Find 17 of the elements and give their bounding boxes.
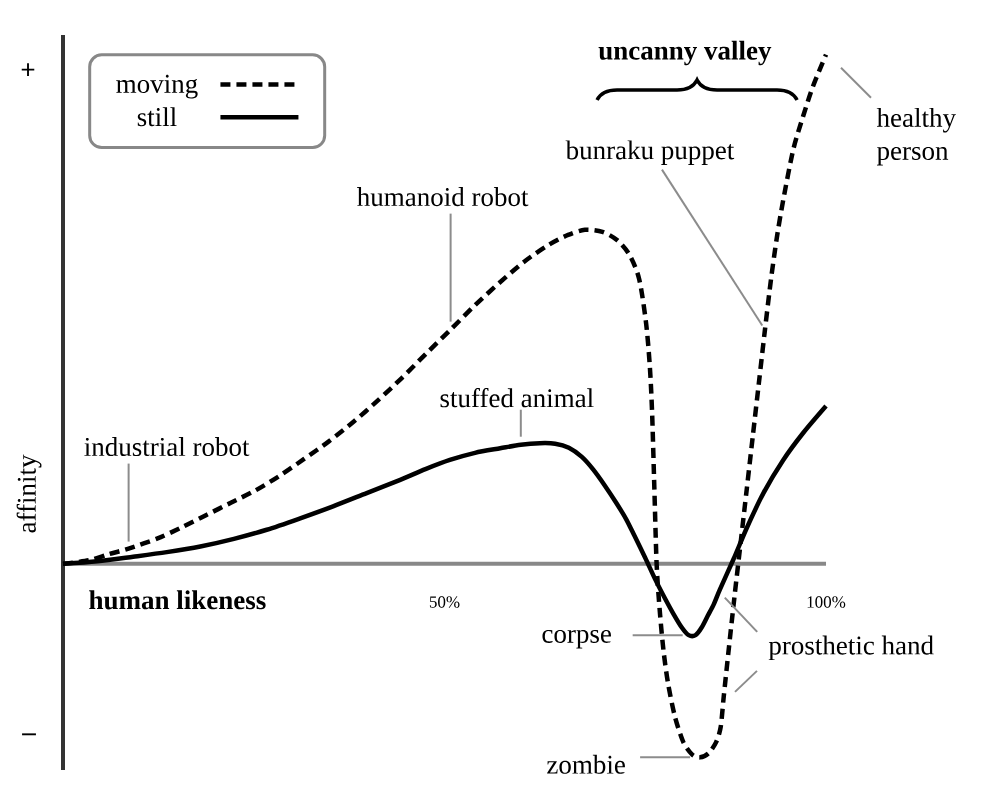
x-tick-label: 50% [429,596,460,608]
y-axis-title: affinity [16,454,42,533]
annotation: prosthetic hand [768,635,934,661]
legend-label: still [137,107,177,127]
annotation: industrial robot [84,437,250,457]
annotation: stuffed animal [440,388,594,408]
text: – [22,733,36,736]
annotation: zombie [547,754,625,774]
legend-label: moving [116,74,198,99]
text: + [21,63,35,76]
x-axis-title: human likeness [89,590,266,610]
annotation: healthy person [876,107,956,166]
x-tick-label: 100% [807,596,846,608]
annotation: corpse [542,629,611,649]
annotation: bunraku puppet [565,140,735,165]
annotation: uncanny valley [598,40,772,66]
annotation: humanoid robot [357,187,529,207]
